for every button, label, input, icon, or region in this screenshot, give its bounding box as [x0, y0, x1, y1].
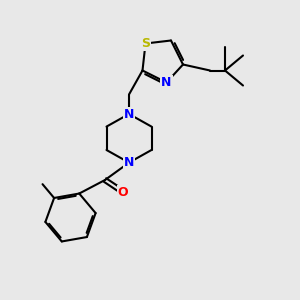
Text: N: N — [161, 76, 172, 89]
Text: S: S — [141, 37, 150, 50]
Text: O: O — [118, 185, 128, 199]
Text: N: N — [124, 156, 134, 169]
Text: N: N — [124, 107, 134, 121]
